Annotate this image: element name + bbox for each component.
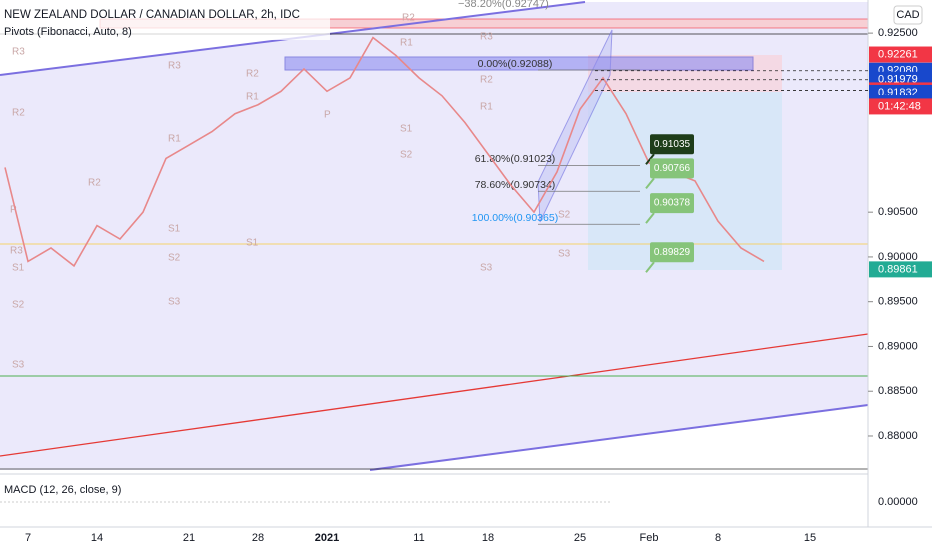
y-tick-label: 0.89000 [878,340,918,352]
pivot-label: S3 [168,297,181,308]
pivot-label: R2 [402,13,415,24]
target-zone [588,92,782,270]
fib-label: 78.60%(0.90734) [475,179,556,191]
y-tick-label: 0.89500 [878,296,918,308]
chart-subtitle: Pivots (Fibonacci, Auto, 8) [4,26,132,38]
pivot-label: R3 [168,61,181,72]
callout-pointer [645,153,655,165]
macd-tick-label: 0.00000 [878,496,918,508]
x-tick-label: 7 [25,532,31,544]
x-tick-label: 11 [413,532,424,544]
pivot-label: S2 [558,210,571,221]
channel-bottom [369,404,869,471]
pivot-label: S2 [12,300,25,311]
fib-top-label: −38.20%(0.92747) [458,0,549,10]
pivot-label: S3 [558,249,571,260]
pivot-label: S1 [12,263,25,274]
pivot-label: R3 [10,246,23,257]
pivot-label: R2 [480,75,493,86]
currency: CAD [896,9,919,21]
pivot-label: R3 [480,32,493,43]
callout-label: 0.91035 [654,139,691,150]
y-tick-label: 0.88500 [878,385,918,397]
pivot-label: S3 [12,360,25,371]
x-tick-label: 21 [183,532,195,544]
callout-label: 0.90766 [654,163,691,174]
y-tick-label: 0.92500 [878,27,918,39]
x-tick-label: 18 [482,532,494,544]
pivot-label: S1 [168,224,181,235]
x-tick-label: 14 [91,532,103,544]
chart-title: NEW ZEALAND DOLLAR / CANADIAN DOLLAR, 2h… [4,9,300,21]
pivot-label: R1 [400,38,413,49]
price-line [4,36,765,268]
currency-box [893,5,923,25]
countdown: 01:42:48 [878,100,921,112]
pivot-label: R1 [168,134,181,145]
pivot-label: R2 [246,69,259,80]
header-bg [0,0,330,40]
pivot-label: P [324,110,331,121]
callout [650,158,694,179]
pivot-label: S1 [400,124,413,135]
pivot-label: R3 [12,47,25,58]
pivot-label: S2 [400,150,413,161]
fib-label: 100.00%(0.90365) [472,212,558,224]
trend-line [0,333,869,457]
x-tick-label: Feb [640,532,659,544]
pivot-label: P [10,205,17,216]
callout [650,193,694,214]
x-tick-label: 8 [715,532,721,544]
x-tick-label: 2021 [315,532,339,544]
fib-label: 0.00%(0.92088) [478,58,553,70]
price-tag [869,46,932,63]
pivot-label: R1 [246,92,259,103]
countdown-bg [869,98,932,115]
macd-title: MACD (12, 26, close, 9) [4,484,121,496]
pivot-label: R2 [88,178,101,189]
price-tag-label: 0.89861 [878,263,918,275]
pivot-label: S3 [480,263,493,274]
callout-pointer [645,212,655,224]
price-tag [869,261,932,278]
callout-label: 0.89829 [654,247,691,258]
pivot-label: S2 [168,253,181,264]
callout-pointer [645,177,655,189]
callout-pointer [645,261,655,273]
callout [650,134,694,155]
y-tick-label: 0.90000 [878,251,918,263]
pivot-label: S1 [246,238,259,249]
x-tick-label: 15 [804,532,816,544]
x-tick-label: 25 [574,532,586,544]
callout-label: 0.90378 [654,198,691,209]
pivot-label: R1 [480,102,493,113]
pivot-label: R2 [12,108,25,119]
callout [650,242,694,263]
price-tag-label: 0.92261 [878,48,918,60]
y-tick-label: 0.90500 [878,206,918,218]
y-tick-label: 0.88000 [878,430,918,442]
fib-label: 61.80%(0.91023) [475,153,556,165]
x-tick-label: 28 [252,532,264,544]
